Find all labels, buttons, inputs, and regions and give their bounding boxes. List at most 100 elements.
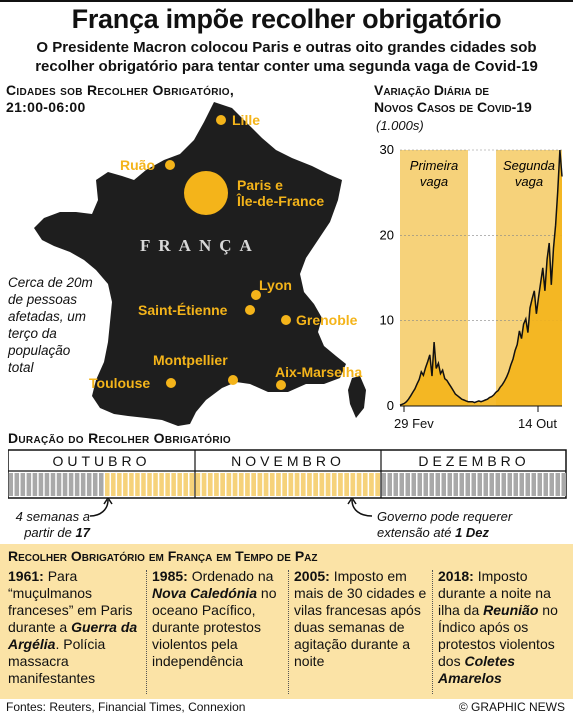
map-heading-line1: Cidades sob Recolher Obrigatório, bbox=[6, 82, 235, 98]
curfew-day bbox=[344, 473, 349, 496]
curfew-day bbox=[375, 473, 380, 496]
history-panel bbox=[0, 544, 573, 699]
entry-1961-text-b: . Polícia massacra manifestantes bbox=[8, 636, 106, 686]
entry-1961-text-a: Para “muçulmanos franceses” em Paris dur… bbox=[8, 568, 133, 635]
year-2005: 2005: bbox=[294, 568, 330, 584]
timeline-day bbox=[513, 473, 518, 496]
timeline-day bbox=[519, 473, 524, 496]
band-label-first-line2: vaga bbox=[420, 174, 448, 189]
year-1985: 1985: bbox=[152, 568, 188, 584]
timeline-arrows bbox=[89, 498, 373, 517]
entry-1961-em: Guerra da Argélia bbox=[8, 619, 138, 652]
curfew-day bbox=[105, 473, 110, 496]
start-arrow bbox=[89, 499, 109, 517]
timeline-graphic bbox=[7, 449, 567, 499]
curfew-day bbox=[269, 473, 275, 496]
end-date: 1 Dez bbox=[455, 525, 490, 540]
timeline-day bbox=[471, 473, 476, 496]
band-label-second-line2: vaga bbox=[515, 174, 543, 189]
band-label-second-line1: Segunda bbox=[503, 158, 555, 173]
year-2018: 2018: bbox=[438, 568, 474, 584]
timeline-day bbox=[531, 473, 536, 496]
city-label-montpellier: Montpellier bbox=[153, 352, 228, 368]
history-2005: 2005: Imposto em mais de 30 cidades e vi… bbox=[294, 568, 428, 694]
country-label: FRANÇA bbox=[140, 236, 260, 255]
timeline-day bbox=[501, 473, 506, 496]
timeline-day bbox=[405, 473, 410, 496]
history-separator-2 bbox=[288, 570, 289, 694]
curfew-day bbox=[232, 473, 238, 496]
timeline-day bbox=[411, 473, 416, 496]
entry-2018-text-a: Imposto durante a noite na ilha da bbox=[438, 568, 551, 618]
timeline-day bbox=[489, 473, 494, 496]
curfew-day bbox=[207, 473, 213, 496]
timeline-day bbox=[92, 473, 98, 496]
history-2018: 2018: Imposto durante a noite na ilha da… bbox=[438, 568, 568, 694]
timeline-day-ticks bbox=[8, 473, 566, 496]
timeline-day bbox=[417, 473, 422, 496]
timeline-day bbox=[26, 473, 32, 496]
curfew-day bbox=[257, 473, 263, 496]
x-label-start: 29 Fev bbox=[394, 416, 434, 431]
curfew-day bbox=[325, 473, 331, 496]
curfew-day bbox=[135, 473, 140, 496]
curfew-day bbox=[214, 473, 219, 496]
y-tick-label: 10 bbox=[380, 313, 394, 328]
city-dot-saint-etienne bbox=[245, 305, 255, 315]
timeline-day bbox=[465, 473, 470, 496]
top-rule bbox=[0, 0, 573, 2]
city-dot-grenoble bbox=[281, 315, 291, 325]
month-november: NOVEMBRO bbox=[231, 453, 345, 469]
timeline-day bbox=[50, 473, 56, 496]
chart-unit: (1.000s) bbox=[376, 118, 424, 133]
timeline-day bbox=[44, 473, 50, 496]
timeline-day bbox=[86, 473, 92, 496]
timeline-day bbox=[38, 473, 44, 496]
city-label-lille: Lille bbox=[232, 112, 261, 128]
entry-2018-em: Reunião bbox=[483, 602, 539, 618]
curfew-day bbox=[165, 473, 170, 496]
curfew-day bbox=[201, 473, 207, 496]
curfew-day bbox=[350, 473, 356, 496]
y-tick-label: 20 bbox=[380, 227, 394, 242]
timeline-day bbox=[98, 473, 104, 496]
timeline-day bbox=[477, 473, 482, 496]
city-dot-aix bbox=[276, 380, 286, 390]
timeline-day bbox=[555, 473, 560, 496]
end-callout-prefix: extensão até bbox=[377, 525, 452, 540]
corsica-shape bbox=[348, 376, 366, 418]
curfew-day bbox=[245, 473, 250, 496]
curfew-day bbox=[319, 473, 325, 496]
city-label-aix: Aix-Marselha bbox=[275, 364, 363, 380]
curfew-timeline: OUTUBRO NOVEMBRO DEZEMBRO bbox=[7, 449, 567, 499]
x-label-end: 14 Out bbox=[518, 416, 558, 431]
city-dot-montpellier bbox=[228, 375, 238, 385]
city-label-ruao: Ruão bbox=[120, 157, 155, 173]
curfew-day bbox=[189, 473, 194, 496]
curfew-day bbox=[147, 473, 152, 496]
timeline-day bbox=[387, 473, 392, 496]
city-label-paris-line1: Paris e bbox=[237, 177, 283, 193]
credit: © GRAPHIC NEWS bbox=[458, 700, 565, 714]
curfew-day bbox=[226, 473, 232, 496]
city-dot-toulouse bbox=[166, 378, 176, 388]
curfew-day bbox=[369, 473, 374, 496]
end-callout-line1: Governo pode requerer bbox=[377, 509, 513, 524]
y-tick-label: 0 bbox=[387, 398, 394, 412]
city-label-lyon: Lyon bbox=[259, 277, 292, 293]
timeline-day bbox=[74, 473, 80, 496]
curfew-day bbox=[141, 473, 146, 496]
city-label-paris: Paris e Île-de-France bbox=[237, 177, 324, 209]
chart-heading: Variação Diária de Novos Casos de Covid-… bbox=[374, 82, 532, 116]
timeline-day bbox=[453, 473, 458, 496]
history-1961: 1961: Para “muçulmanos franceses” em Par… bbox=[8, 568, 142, 694]
timeline-day bbox=[435, 473, 440, 496]
timeline-day bbox=[441, 473, 446, 496]
start-callout-prefix: partir de bbox=[24, 525, 72, 540]
timeline-day bbox=[8, 473, 14, 496]
entry-1985-text-a: Ordenado na bbox=[191, 568, 274, 584]
curfew-day bbox=[183, 473, 188, 496]
year-1961: 1961: bbox=[8, 568, 44, 584]
entry-2018-text-b: no Índico após os protestos violentos do… bbox=[438, 602, 558, 669]
